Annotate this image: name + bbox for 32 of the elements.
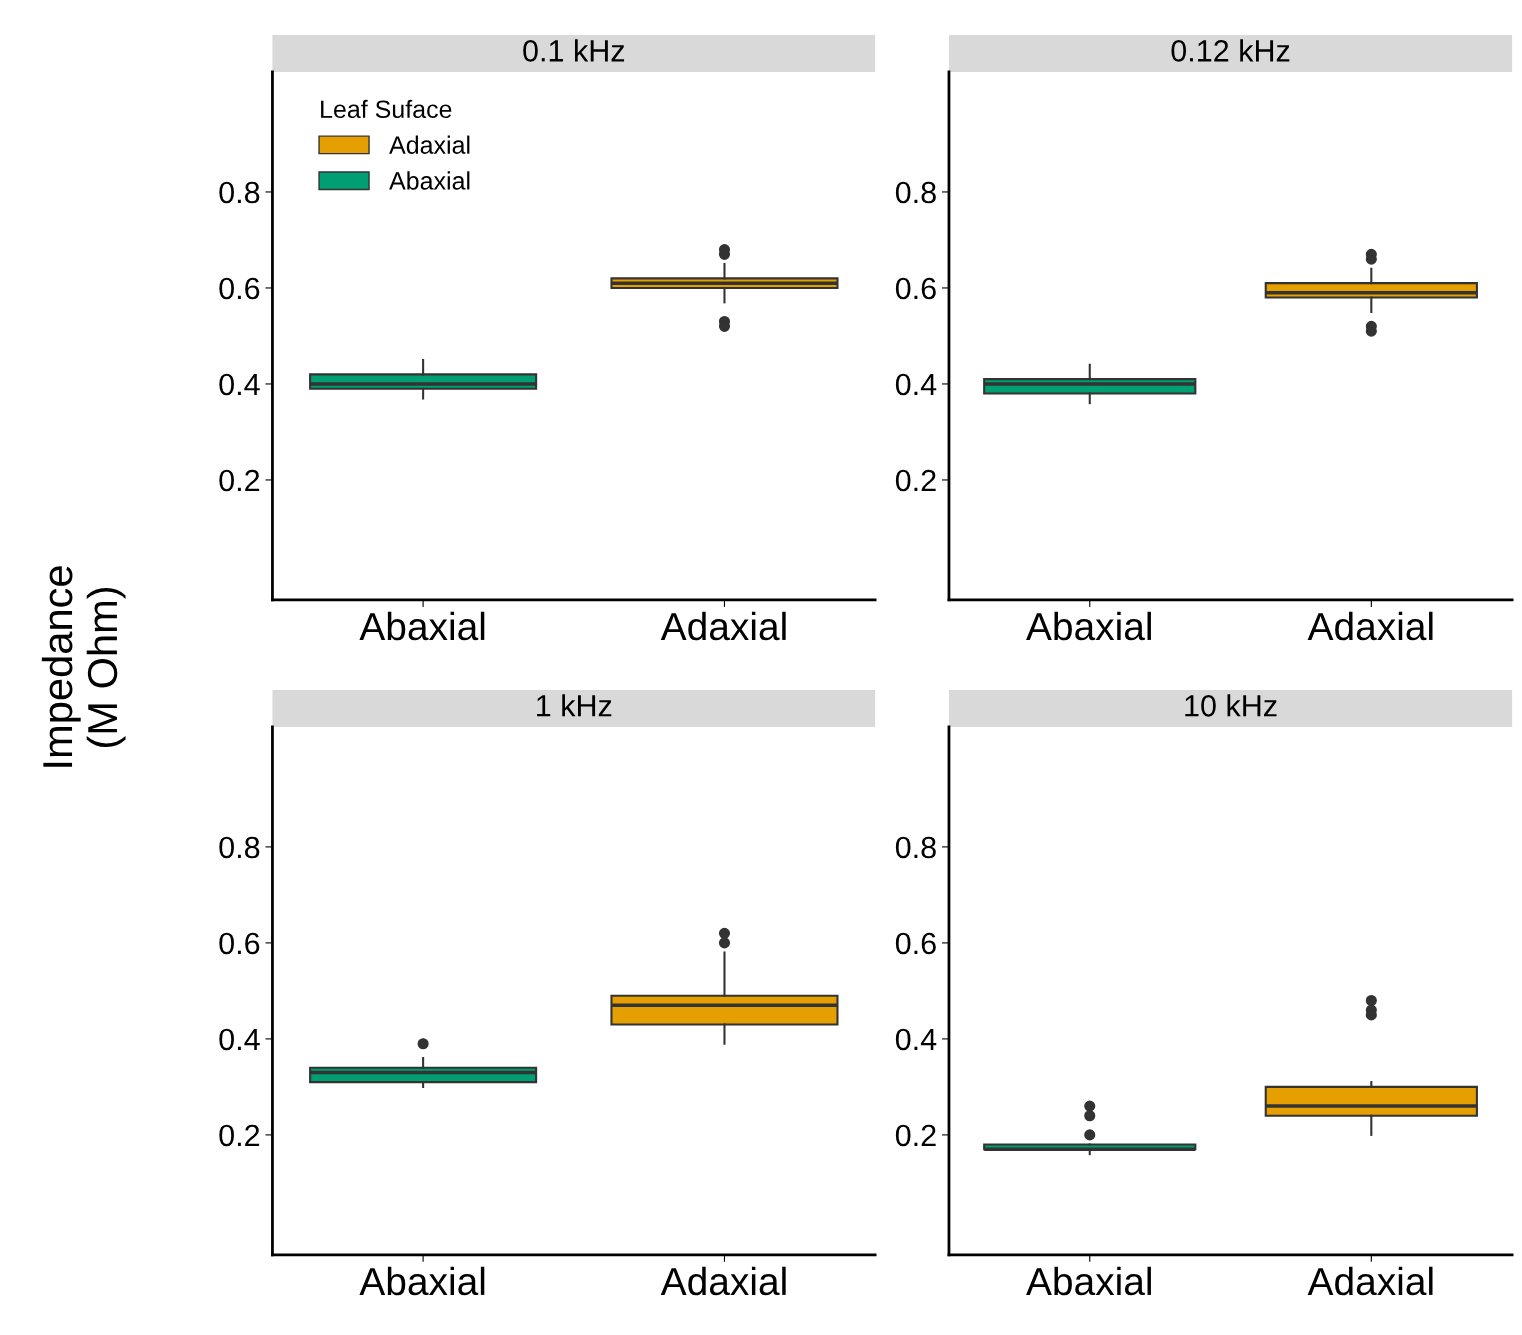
- y-tick-label: 0.6: [219, 277, 260, 300]
- y-tick-label: 0.8: [219, 181, 260, 204]
- x-tick-label: Adaxial: [1307, 611, 1433, 641]
- y-tick-label: 0.4: [219, 1028, 260, 1051]
- x-tick-label: Adaxial: [1307, 1266, 1433, 1296]
- chart-title: 10 kHz: [1185, 694, 1277, 717]
- y-tick-label: 0.8: [219, 836, 260, 859]
- y-tick-label: 0.4: [895, 373, 937, 396]
- y-tick-label: 0.2: [895, 469, 936, 492]
- x-tick-label: Abaxial: [1026, 1266, 1151, 1296]
- legend-label: Abaxial: [389, 171, 470, 190]
- y-tick-label: 0.6: [895, 277, 936, 300]
- chart-title: 0.12 kHz: [1171, 39, 1290, 62]
- y-tick-label: 0.4: [219, 373, 260, 396]
- y-tick-label: 0.6: [219, 932, 260, 955]
- y-tick-label: 0.4: [895, 1028, 937, 1051]
- y-tick-label: 0.6: [895, 932, 936, 955]
- y-tick-label: 0.2: [219, 469, 260, 492]
- legend-title: Leaf Suface: [321, 99, 452, 119]
- y-tick-label: 0.2: [219, 1124, 260, 1147]
- y-tick-label: 0.2: [895, 1124, 936, 1147]
- y-tick-label: 0.8: [895, 836, 936, 859]
- x-tick-label: Abaxial: [1026, 611, 1151, 641]
- y-axis-title: Impedance (M Ohm): [41, 566, 126, 767]
- x-tick-label: Adaxial: [660, 611, 786, 641]
- x-tick-label: Abaxial: [359, 611, 485, 641]
- x-tick-label: Adaxial: [660, 1266, 786, 1296]
- x-tick-label: Abaxial: [359, 1266, 485, 1296]
- legend-label: Adaxial: [389, 135, 470, 154]
- y-tick-label: 0.8: [895, 181, 936, 204]
- chart-title: 1 kHz: [537, 694, 612, 717]
- chart-title: 0.1 kHz: [523, 39, 625, 62]
